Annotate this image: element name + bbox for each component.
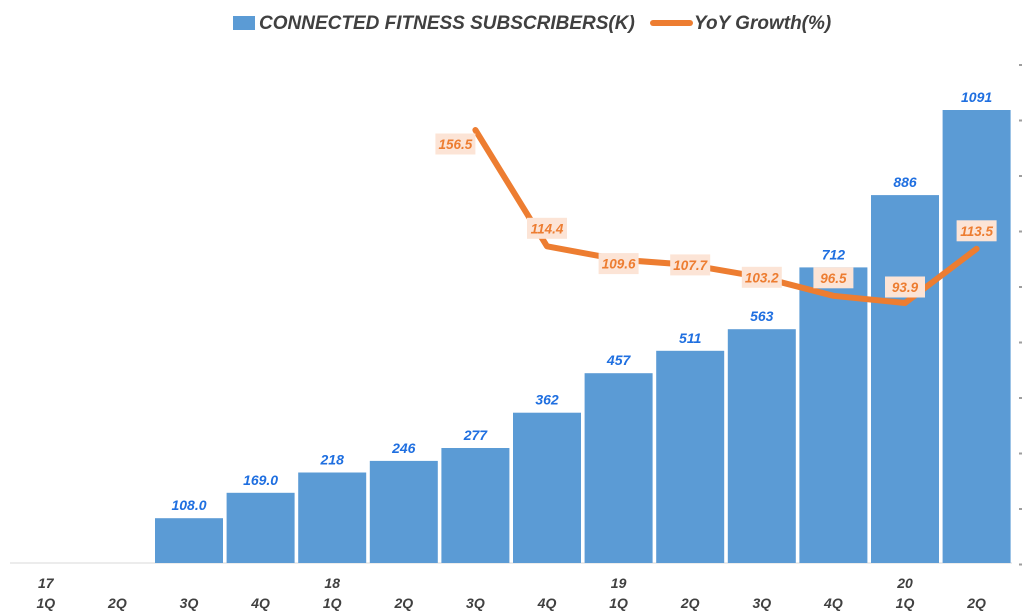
x-axis-ticks: 17 1Q 2Q 3Q 4Q 18 1Q 2Q 3Q 4Q 19 1Q 2Q 3Q 4Q 20 1Q 2Q [36,575,986,611]
growth-label-bg [813,267,854,289]
bar [369,460,438,563]
bar [584,373,653,563]
legend: CONNECTED FITNESS SUBSCRIBERS(K) YoY Gro… [233,13,831,34]
bar-value-label: 563 [750,308,774,324]
x-tick-quarter: 4Q [537,595,557,611]
right-axis-tick [1019,230,1022,233]
bar-value-label: 362 [535,392,559,408]
bar [942,110,1011,563]
right-axis-tick [1019,452,1022,455]
growth-label-text: 96.5 [820,271,847,286]
right-axis-tick [1019,341,1022,344]
bar-value-label: 1091 [961,89,992,105]
growth-line [472,127,980,306]
growth-value-label: 156.5 [435,133,476,155]
bar-value-label: 169.0 [243,472,278,488]
right-axis-tick [1019,286,1022,288]
bar-value-label: 457 [606,352,632,368]
growth-label-bg [885,276,925,298]
legend-bar-label: CONNECTED FITNESS SUBSCRIBERS(K) [259,13,635,34]
growth-label-bg [741,266,782,288]
x-tick-year: 17 [38,575,55,591]
growth-label-bg [670,254,711,276]
x-tick-quarter: 2Q [680,595,700,611]
growth-value-label: 109.6 [598,253,639,275]
growth-value-label: 96.5 [813,267,854,289]
right-axis-tick [1019,119,1022,122]
x-tick-quarter: 1Q [896,595,915,611]
growth-label-text: 113.5 [960,224,993,239]
x-tick-year: 18 [324,575,340,591]
bar-value-label: 246 [391,440,416,456]
legend-line-label: YoY Growth(%) [694,13,831,34]
bar-series [155,110,1011,563]
right-axis-tick [1019,175,1022,177]
growth-value-label: 103.2 [741,266,782,288]
x-tick-quarter: 4Q [250,595,270,611]
x-tick-quarter: 2Q [966,595,986,611]
growth-value-label: 113.5 [956,220,997,242]
growth-label-text: 107.7 [673,258,708,273]
bar-value-label: 218 [320,452,345,468]
bar [441,448,510,563]
growth-value-label: 107.7 [670,254,711,276]
bar [513,412,581,563]
x-tick-quarter: 3Q [180,595,199,611]
bar-value-label: 277 [463,427,489,443]
x-tick-year: 19 [611,575,627,591]
growth-label-text: 93.9 [892,280,919,295]
bar [871,195,939,563]
growth-label-bg [956,220,997,242]
right-axis-tick-marks [1019,64,1022,566]
growth-label-bg [598,253,639,275]
bar-value-label: 108.0 [171,497,206,513]
growth-label-text: 156.5 [439,137,473,152]
bar [799,267,868,563]
bar [226,492,295,563]
right-axis-tick [1019,563,1022,566]
x-tick-year: 20 [896,575,913,591]
legend-bar-swatch [233,16,255,30]
x-tick-quarter: 3Q [752,595,771,611]
right-axis-tick [1019,508,1022,510]
growth-value-label: 93.9 [885,276,925,298]
bar-value-label: 712 [822,246,846,262]
growth-label-bg [435,133,476,155]
bar [727,329,796,563]
bar [155,518,223,563]
bar-value-label: 886 [893,174,917,190]
x-tick-quarter: 3Q [466,595,485,611]
growth-label-text: 109.6 [602,257,636,272]
x-tick-quarter: 1Q [323,595,342,611]
x-tick-quarter: 2Q [107,595,127,611]
right-axis-tick [1019,397,1022,399]
growth-value-label: 114.4 [527,217,567,239]
bar-labels: 108.0 169.0 218 246 277 362 457 511 563 712 886 109… [171,89,992,513]
bar-value-label: 511 [679,330,702,346]
growth-label-bg [527,217,567,239]
bar [298,472,367,563]
x-tick-quarter: 4Q [823,595,843,611]
growth-label-text: 103.2 [745,270,779,285]
x-tick-quarter: 1Q [609,595,628,611]
growth-label-text: 114.4 [531,221,564,236]
growth-series: 156.5 114.4 109.6 107.7 103.2 96.5 93.9 113.5 [435,127,997,306]
bar [656,350,725,563]
x-tick-quarter: 2Q [393,595,413,611]
x-tick-quarter: 1Q [36,595,55,611]
right-axis-tick [1019,64,1022,66]
